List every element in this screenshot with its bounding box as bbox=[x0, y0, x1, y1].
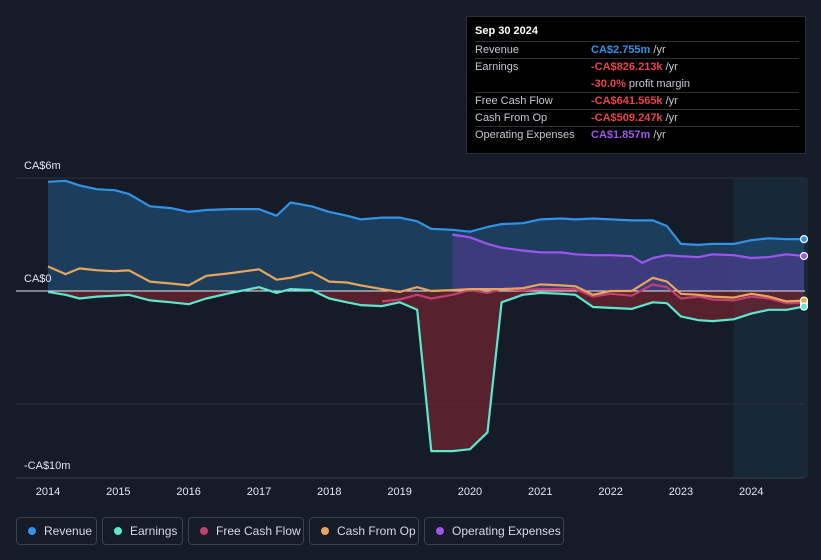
tooltip-value: -CA$509.247k /yr bbox=[591, 112, 678, 124]
x-tick-label: 2023 bbox=[669, 486, 693, 498]
x-tick-label: 2016 bbox=[176, 486, 200, 498]
legend-dot-icon bbox=[200, 527, 208, 535]
tooltip-label: Earnings bbox=[475, 61, 519, 73]
forecast-band bbox=[733, 178, 808, 478]
x-tick-label: 2024 bbox=[739, 486, 763, 498]
legend-label: Free Cash Flow bbox=[216, 524, 301, 538]
legend-label: Operating Expenses bbox=[452, 524, 561, 538]
profit-margin: -30.0% profit margin bbox=[591, 78, 691, 90]
tooltip-label: Revenue bbox=[475, 44, 520, 56]
legend-item-revenue[interactable]: Revenue bbox=[16, 517, 97, 545]
tooltip-row-cash-from-op: Cash From Op -CA$509.247k /yr bbox=[475, 109, 799, 127]
tooltip-value: -CA$641.565k /yr bbox=[591, 95, 678, 107]
tooltip-row-revenue: Revenue CA$2.755m /yr bbox=[475, 41, 799, 59]
x-tick-label: 2017 bbox=[247, 486, 271, 498]
y-label-zero: CA$0 bbox=[24, 273, 52, 285]
operating-expenses-line bbox=[452, 233, 805, 264]
tooltip: Sep 30 2024 Revenue CA$2.755m /yr Earnin… bbox=[466, 16, 806, 154]
legend-item-free-cash-flow[interactable]: Free Cash Flow bbox=[188, 517, 304, 545]
legend-dot-icon bbox=[114, 527, 122, 535]
tooltip-label: Cash From Op bbox=[475, 112, 548, 124]
legend-dot-icon bbox=[28, 527, 36, 535]
tooltip-label: Operating Expenses bbox=[475, 129, 575, 141]
x-tick-label: 2015 bbox=[106, 486, 130, 498]
legend-label: Cash From Op bbox=[337, 524, 416, 538]
x-tick-label: 2021 bbox=[528, 486, 552, 498]
operating-expenses-area bbox=[452, 234, 804, 291]
tooltip-value: CA$1.857m /yr bbox=[591, 129, 666, 141]
tooltip-row-earnings: Earnings -CA$826.213k /yr -30.0% profit … bbox=[475, 58, 799, 93]
legend-item-earnings[interactable]: Earnings bbox=[102, 517, 183, 545]
earnings-area bbox=[48, 287, 804, 452]
y-label-bottom: -CA$10m bbox=[24, 460, 71, 472]
legend-dot-icon bbox=[321, 527, 329, 535]
x-tick-label: 2020 bbox=[458, 486, 482, 498]
legend-label: Revenue bbox=[44, 524, 93, 538]
legend-dot-icon bbox=[436, 527, 444, 535]
earnings-end-marker bbox=[799, 302, 809, 311]
x-tick-label: 2022 bbox=[598, 486, 622, 498]
x-tick-label: 2018 bbox=[317, 486, 341, 498]
tooltip-value: -CA$826.213k /yr bbox=[591, 61, 678, 73]
tooltip-row-operating-expenses: Operating Expenses CA$1.857m /yr bbox=[475, 126, 799, 144]
revenue-line bbox=[47, 179, 805, 246]
revenue-end-marker bbox=[799, 235, 809, 244]
free-cash-flow-line bbox=[381, 283, 805, 305]
y-label-top: CA$6m bbox=[24, 160, 61, 172]
tooltip-label: Free Cash Flow bbox=[475, 95, 553, 107]
tooltip-value: CA$2.755m /yr bbox=[591, 44, 666, 56]
x-tick-label: 2014 bbox=[36, 486, 60, 498]
x-tick-label: 2019 bbox=[387, 486, 411, 498]
legend-item-cash-from-op[interactable]: Cash From Op bbox=[309, 517, 419, 545]
earnings-line bbox=[47, 286, 805, 453]
legend-item-operating-expenses[interactable]: Operating Expenses bbox=[424, 517, 564, 545]
cash-from-op-line bbox=[47, 265, 805, 303]
legend-label: Earnings bbox=[130, 524, 178, 538]
tooltip-date: Sep 30 2024 bbox=[475, 25, 538, 37]
operating-expenses-end-marker bbox=[799, 251, 809, 261]
tooltip-row-free-cash-flow: Free Cash Flow -CA$641.565k /yr bbox=[475, 92, 799, 110]
